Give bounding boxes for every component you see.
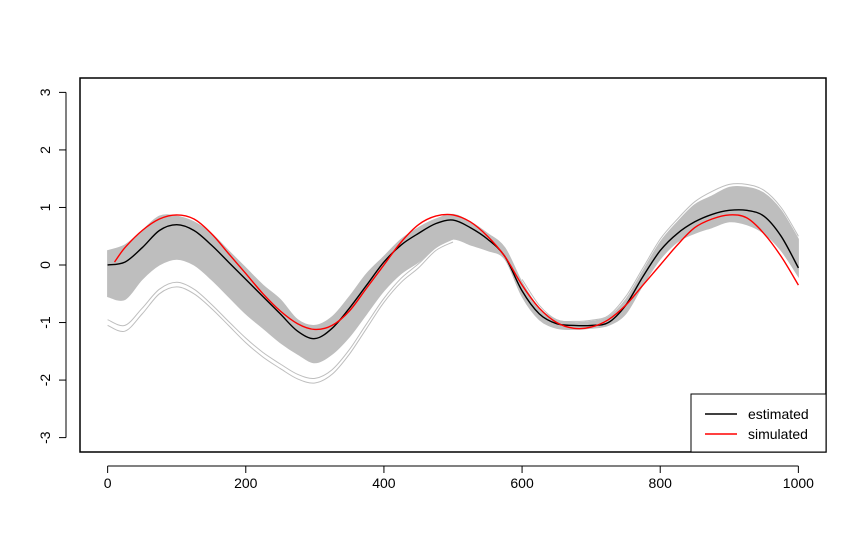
series-line-simulated — [113, 213, 799, 331]
x-tick-label: 1000 — [783, 475, 814, 491]
y-tick-label: -2 — [37, 374, 53, 387]
series-lines — [107, 209, 800, 340]
grey-curve-2 — [521, 183, 799, 323]
y-tick-label: 2 — [37, 146, 53, 154]
y-axis: -3 -2 -1 0 1 2 3 — [37, 88, 67, 444]
legend-label-estimated: estimated — [748, 406, 809, 422]
x-tick-label: 600 — [510, 475, 534, 491]
plot-frame — [79, 77, 827, 453]
x-tick-label: 0 — [104, 475, 112, 491]
y-tick-label: -3 — [37, 431, 53, 444]
y-tick-label: 0 — [37, 261, 53, 269]
y-tick-label: 1 — [37, 203, 53, 211]
y-tick-label: 3 — [37, 88, 53, 96]
x-tick-label: 400 — [372, 475, 396, 491]
simulation-band — [107, 183, 799, 384]
x-tick-label: 200 — [234, 475, 258, 491]
series-line-estimated — [107, 209, 800, 340]
legend-label-simulated: simulated — [748, 426, 808, 442]
grey-curve-1 — [107, 238, 454, 380]
x-tick-label: 800 — [649, 475, 673, 491]
legend-box — [690, 393, 827, 453]
grey-band — [107, 185, 799, 364]
legend: estimated simulated — [690, 393, 827, 453]
grey-curve-0 — [107, 241, 454, 384]
x-axis: 0 200 400 600 800 1000 — [104, 465, 814, 491]
y-tick-label: -1 — [37, 316, 53, 329]
